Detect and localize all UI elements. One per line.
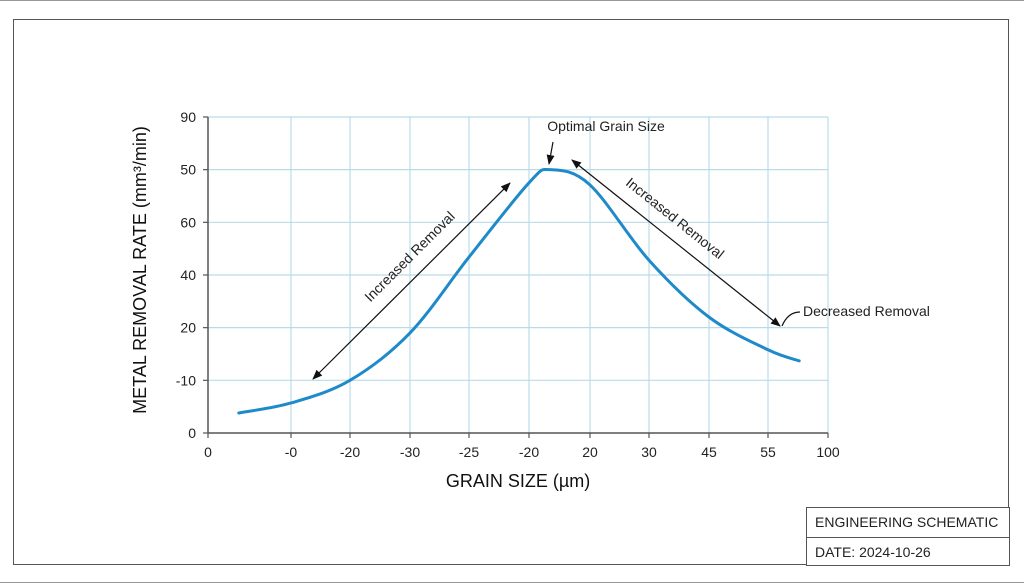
title-block: ENGINEERING SCHEMATIC DATE: 2024-10-26 [806,507,1010,566]
y-tick-label: 50 [180,162,196,178]
x-axis-label: GRAIN SIZE (µm) [446,471,590,491]
x-tick-label: 30 [641,444,657,460]
x-tick-label: 20 [582,444,598,460]
annotation-decreased-removal: Decreased Removal [803,303,930,319]
y-tick-label: 20 [180,320,196,336]
y-tick-label: 60 [180,214,196,230]
x-tick-label: 55 [760,444,776,460]
increased-removal-arrow-left [312,182,511,380]
y-ticks: 0 -10 20 40 60 50 90 [176,109,208,441]
y-tick-label: 0 [188,425,196,441]
decreased-leader-line [781,311,801,327]
drawing-frame [13,19,1009,565]
series-line [237,168,801,415]
y-tick-label: 40 [180,267,196,283]
page-border-bottom [0,582,1024,583]
annotation-optimal-grain-size: Optimal Grain Size [547,118,665,134]
x-tick-label: -30 [400,444,420,460]
grid [208,116,829,433]
x-tick-label: -20 [519,444,539,460]
x-tick-label: 100 [816,444,840,460]
optimal-arrow [546,141,555,165]
x-tick-label: -0 [285,444,298,460]
title-block-date: DATE: 2024-10-26 [815,544,931,560]
y-tick-label: 90 [180,109,196,125]
x-ticks: 0 -0 -20 -30 -25 -20 20 30 45 55 100 [204,433,840,460]
y-axis-label: METAL REMOVAL RATE (mm³/min) [130,126,150,414]
y-tick-label: -10 [176,372,196,388]
x-tick-label: -25 [459,444,479,460]
page-border-top [0,0,1024,1]
x-tick-label: 0 [204,444,212,460]
title-block-title: ENGINEERING SCHEMATIC [807,508,1009,538]
increased-removal-arrow-right [571,159,781,327]
x-tick-label: 45 [701,444,717,460]
x-tick-label: -20 [340,444,360,460]
